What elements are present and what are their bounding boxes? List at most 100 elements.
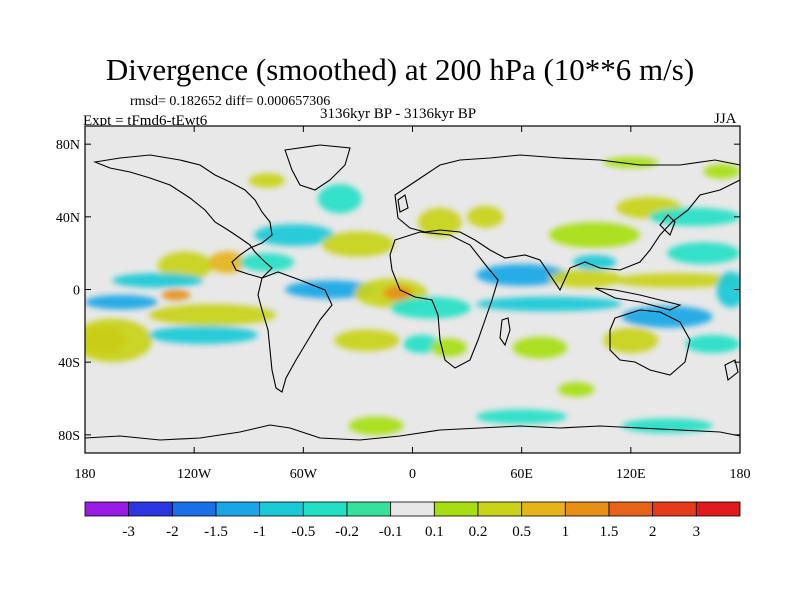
field-blob-42 <box>716 271 740 308</box>
colorbar-box <box>564 501 610 517</box>
colorbar-label: 0.1 <box>425 524 444 540</box>
field-blob-18 <box>403 334 440 354</box>
colorbar-box <box>477 501 523 517</box>
field-blob-38 <box>248 173 286 188</box>
colorbar-box <box>302 501 348 517</box>
colorbar-label: 3 <box>693 524 701 540</box>
coast-greenland <box>284 144 351 191</box>
coast-africa <box>389 231 499 369</box>
x-tick-label: 180 <box>730 467 751 482</box>
field-blob-12 <box>239 253 295 272</box>
field-blob-36 <box>621 418 713 434</box>
field-blob-32 <box>512 336 568 359</box>
field-blob-15 <box>383 285 413 301</box>
y-tick-label: 0 <box>73 284 80 299</box>
field-blob-33 <box>430 338 468 357</box>
coast-indonesia <box>594 287 682 311</box>
divergence-field <box>85 156 740 435</box>
colorbar-box <box>346 501 392 517</box>
field-blob-34 <box>348 416 404 435</box>
x-axis: 180 120W 60W 0 60E 120E 180 <box>75 126 751 482</box>
colorbar-box <box>171 501 217 517</box>
season-label: JJA <box>714 111 737 127</box>
field-blob-16 <box>390 296 471 319</box>
coast-uk <box>397 194 409 213</box>
coastlines <box>85 144 740 441</box>
field-blob-26 <box>649 207 740 226</box>
colorbar-label: -0.2 <box>335 524 359 540</box>
colorbar-box <box>652 501 697 517</box>
field-blob-24 <box>548 222 640 248</box>
x-tick-label: 60E <box>510 467 533 482</box>
field-blob-39 <box>603 156 659 168</box>
coast-north-america <box>92 154 273 279</box>
field-blob-40 <box>703 164 740 179</box>
experiment-label: Expt = tFmd6-tEwt6 <box>83 113 208 129</box>
field-blob-3 <box>157 251 213 281</box>
coast-australia <box>609 309 691 376</box>
coast-antarctica <box>85 424 740 441</box>
field-blob-19 <box>417 207 462 237</box>
field-blob-29 <box>621 305 713 328</box>
field-blob-17 <box>334 329 400 352</box>
colorbar-label: -2 <box>166 524 179 540</box>
colorbar-box <box>695 501 741 517</box>
colorbar-box <box>128 501 173 517</box>
y-axis: 80N 40N 0 40S 80S <box>56 138 740 444</box>
colorbar-box <box>259 501 304 517</box>
field-blob-41 <box>572 254 617 270</box>
x-tick-label: 180 <box>75 467 96 482</box>
coast-madagascar <box>499 317 511 347</box>
colorbar-label: -3 <box>122 524 135 540</box>
plot-title: Divergence (smoothed) at 200 hPa (10**6 … <box>105 52 695 87</box>
field-blob-37 <box>558 382 595 397</box>
field-blob-13 <box>285 280 377 299</box>
colorbar-box <box>521 501 566 517</box>
field-blob-27 <box>667 242 740 265</box>
y-tick-label: 40N <box>56 211 80 226</box>
field-blob-9 <box>254 224 335 246</box>
colorbar-label: 2 <box>649 524 657 540</box>
stats-text: rmsd= 0.182652 diff= 0.000657306 <box>130 94 331 109</box>
field-blob-23 <box>476 296 622 312</box>
x-tick-label: 120E <box>616 467 646 482</box>
colorbar-box <box>608 501 654 517</box>
field-blob-10 <box>317 184 362 214</box>
colorbar-label: -0.5 <box>291 524 315 540</box>
field-blob-35 <box>476 409 568 424</box>
field-blob-8 <box>112 273 204 288</box>
field-blob-4 <box>208 251 246 274</box>
colorbar-label: 0.5 <box>512 524 531 540</box>
field-blob-21 <box>476 264 568 286</box>
field-blob-22 <box>548 269 622 288</box>
field-blob-30 <box>603 327 659 354</box>
field-blob-7 <box>148 325 258 344</box>
colorbar-label: 1.5 <box>600 524 619 540</box>
field-blob-11 <box>321 231 395 257</box>
field-blob-31 <box>685 334 740 354</box>
colorbar-box <box>433 501 479 517</box>
colorbar-box <box>390 501 435 517</box>
x-tick-label: 120W <box>177 467 212 482</box>
colorbar-label: -0.1 <box>379 524 403 540</box>
colorbar-box <box>215 501 261 517</box>
y-tick-label: 40S <box>58 356 80 371</box>
field-blob-20 <box>467 205 504 228</box>
colorbar-label: -1.5 <box>204 524 228 540</box>
y-tick-label: 80N <box>56 138 80 153</box>
coast-japan <box>659 214 676 236</box>
coast-south-america <box>257 271 333 393</box>
field-blob-6 <box>148 304 277 326</box>
y-tick-label: 80S <box>58 429 80 444</box>
field-blob-2 <box>85 318 153 363</box>
colorbar-label: 1 <box>562 524 570 540</box>
colorbar-label: -1 <box>253 524 266 540</box>
colorbar-label: 0.2 <box>469 524 488 540</box>
colorbar: -3 -2 -1.5 -1 -0.5 -0.2 -0.1 0.1 0.2 0.5 1 1.5 2 3 <box>84 501 741 540</box>
x-tick-label: 0 <box>409 467 416 482</box>
field-blob-0 <box>85 294 158 310</box>
coast-new-zealand <box>724 359 739 381</box>
field-blob-5 <box>161 289 191 301</box>
period-text: 3136kyr BP - 3136kyr BP <box>320 106 477 122</box>
